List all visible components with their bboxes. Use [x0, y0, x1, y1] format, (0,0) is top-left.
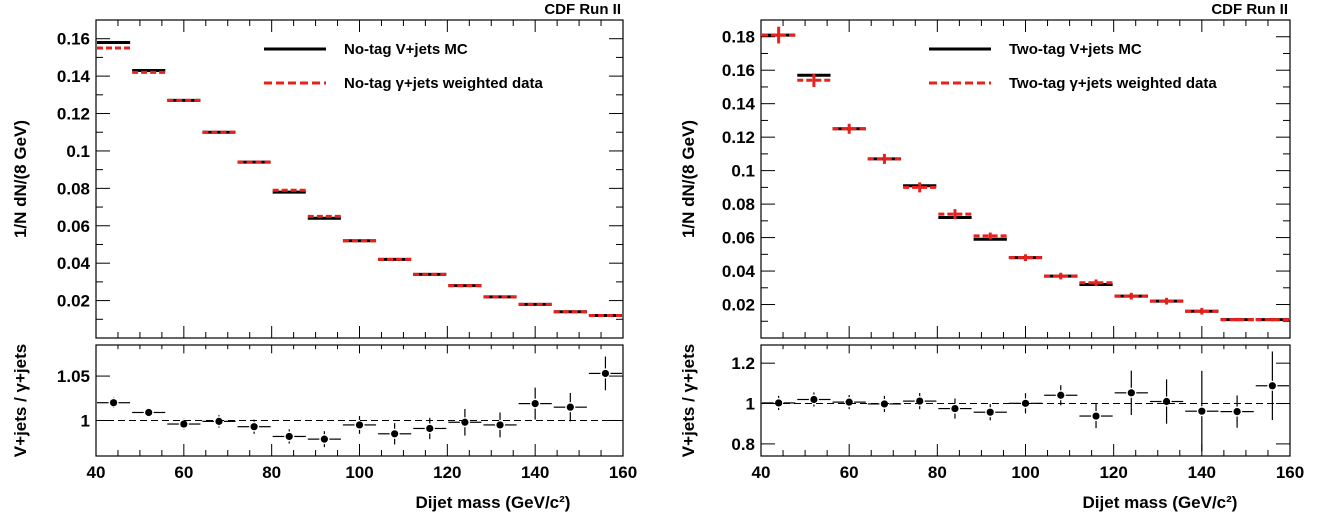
- x-tick-label: 140: [521, 463, 549, 482]
- y-tick-label: 0.14: [57, 67, 91, 86]
- y-tick-label: 0.04: [57, 254, 91, 273]
- x-tick-label: 160: [609, 463, 637, 482]
- x-tick-label: 120: [1099, 463, 1127, 482]
- ratio-point: [461, 418, 469, 426]
- chart-panel-1: CDF Run II 40 60 80 100 120 140 160 Dijet mass (…: [11, 1, 637, 512]
- x-tick-label: 100: [345, 463, 373, 482]
- legend-label-data: Two-tag γ+jets weighted data: [1009, 75, 1217, 92]
- ratio-y-tick-label: 1: [81, 411, 90, 430]
- legend-label-mc: No-tag V+jets MC: [344, 41, 468, 58]
- x-axis-title: Dijet mass (GeV/c²): [416, 493, 571, 512]
- x-tick-label: 60: [840, 463, 859, 482]
- x-tick-label: 80: [262, 463, 281, 482]
- ratio-point: [1233, 408, 1241, 416]
- run-label: CDF Run II: [1211, 1, 1288, 18]
- y-tick-label: 0.06: [722, 229, 755, 248]
- ratio-point: [215, 417, 223, 425]
- legend-label-data: No-tag γ+jets weighted data: [344, 75, 543, 92]
- ratio-y-tick-label: 1: [746, 395, 755, 414]
- ratio-point: [775, 399, 783, 407]
- x-axis-title: Dijet mass (GeV/c²): [1083, 493, 1238, 512]
- ratio-y-axis-title: V+jets / γ+jets: [11, 344, 30, 457]
- ratio-y-tick-label: 1.05: [57, 367, 90, 386]
- y-axis-title: 1/N dN/(8 GeV): [11, 120, 30, 238]
- x-tick-label: 140: [1188, 463, 1216, 482]
- ratio-point: [1021, 399, 1030, 407]
- ratio-point: [531, 400, 539, 408]
- y-tick-label: 0.16: [57, 30, 90, 49]
- y-tick-label: 0.08: [722, 195, 755, 214]
- ratio-y-tick-label: 1.2: [731, 354, 755, 373]
- x-tick-label: 120: [433, 463, 461, 482]
- ratio-point: [986, 408, 994, 416]
- ratio-point: [496, 421, 504, 429]
- x-tick-label: 60: [174, 463, 193, 482]
- y-tick-label: 0.06: [57, 217, 90, 236]
- ratio-point: [1198, 407, 1206, 415]
- run-label: CDF Run II: [544, 1, 621, 18]
- ratio-point: [391, 430, 399, 438]
- y-tick-label: 0.02: [57, 292, 90, 311]
- ratio-y-tick-label: 0.8: [731, 435, 755, 454]
- chart-panel-2: CDF Run II 40 60 80 100 120 140 160 Dijet mass (…: [679, 1, 1304, 512]
- ratio-points: [762, 351, 1289, 452]
- x-tick-label: 80: [928, 463, 947, 482]
- y-tick-label: 0.1: [731, 162, 755, 181]
- legend-label-mc: Two-tag V+jets MC: [1009, 41, 1142, 58]
- ratio-point: [320, 435, 328, 443]
- legend: Two-tag V+jets MC Two-tag γ+jets weighted…: [929, 41, 1217, 92]
- y-tick-label: 0.02: [722, 296, 755, 315]
- ratio-y-axis-title: V+jets / γ+jets: [679, 344, 698, 457]
- ratio-point: [1268, 382, 1276, 390]
- ratio-point: [566, 403, 574, 411]
- ratio-point: [810, 395, 818, 404]
- y-tick-label: 0.12: [722, 128, 755, 147]
- x-tick-label: 40: [87, 463, 106, 482]
- series-data: [97, 46, 622, 318]
- ratio-point: [145, 408, 153, 417]
- y-tick-label: 0.14: [722, 95, 756, 114]
- ratio-point: [285, 432, 293, 441]
- ratio-point: [1162, 397, 1171, 406]
- ratio-points: [97, 356, 622, 448]
- ratio-point: [1127, 389, 1135, 397]
- x-tick-label: 100: [1011, 463, 1039, 482]
- y-tick-label: 0.04: [722, 262, 756, 281]
- y-tick-label: 0.12: [57, 105, 90, 124]
- y-tick-label: 0.18: [722, 28, 755, 47]
- legend: No-tag V+jets MC No-tag γ+jets weighted d…: [264, 41, 543, 92]
- ratio-point: [1057, 391, 1065, 399]
- ratio-point: [1092, 412, 1100, 420]
- ratio-point: [880, 400, 889, 408]
- ratio-point: [250, 423, 258, 431]
- ratio-point: [951, 404, 959, 413]
- x-tick-label: 40: [752, 463, 771, 482]
- ratio-point: [845, 398, 853, 406]
- top-plot-frame: [760, 19, 1291, 339]
- y-tick-label: 0.1: [66, 142, 90, 161]
- ratio-point: [109, 399, 118, 407]
- top-plot-frame: [95, 19, 624, 339]
- ratio-point: [426, 424, 434, 433]
- y-tick-label: 0.16: [722, 61, 755, 80]
- ratio-point: [601, 369, 610, 378]
- ratio-point: [916, 397, 924, 405]
- y-axis-title: 1/N dN/(8 GeV): [679, 120, 698, 238]
- ratio-point: [355, 421, 364, 429]
- x-tick-label: 160: [1276, 463, 1304, 482]
- y-tick-label: 0.08: [57, 179, 90, 198]
- series-data: [762, 26, 1289, 322]
- ratio-point: [180, 420, 188, 428]
- ratio-plot-frame: [95, 344, 624, 457]
